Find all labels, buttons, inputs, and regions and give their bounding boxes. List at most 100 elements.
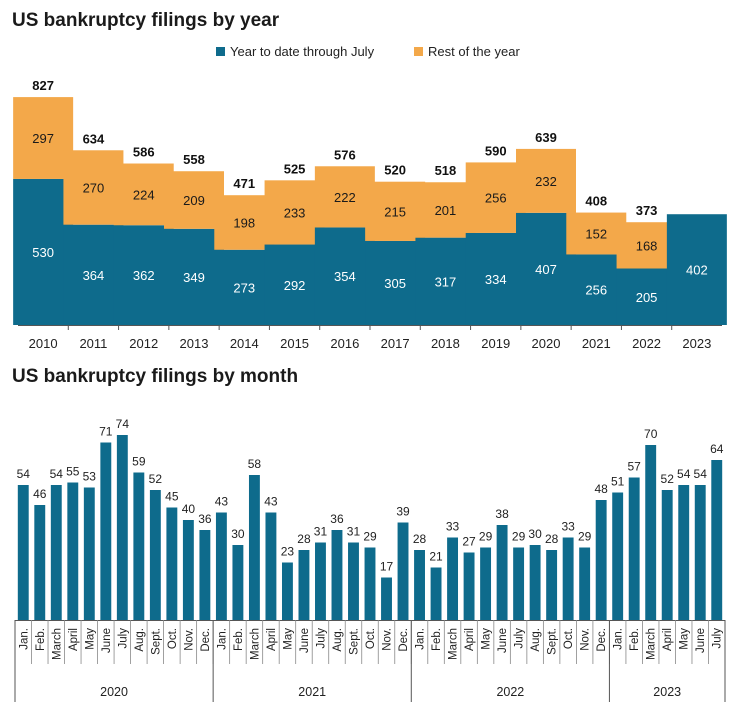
label-rest-2021: 152	[585, 227, 607, 242]
month-tick-2020-Aug.: Aug.	[134, 628, 146, 652]
bar-rest-2017	[365, 181, 426, 241]
month-tick-2021-Aug.: Aug.	[332, 628, 344, 652]
legend-swatch-ytd	[216, 47, 225, 56]
value-2022-Aug.: 30	[528, 527, 542, 541]
year-tick-2020: 2020	[532, 336, 561, 351]
value-2020-Oct.: 45	[165, 490, 179, 504]
month-tick-2020-Oct.: Oct.	[167, 628, 179, 649]
bar-ytd-2018	[415, 237, 476, 325]
label-rest-2015: 233	[284, 205, 306, 220]
value-2021-April: 43	[264, 495, 278, 509]
label-rest-2013: 209	[183, 193, 205, 208]
bar-2020-Sept.	[149, 490, 161, 620]
label-ytd-2011: 364	[83, 268, 105, 283]
bar-2023-July	[711, 460, 723, 620]
value-2023-March: 70	[644, 427, 658, 441]
value-2020-Feb.: 46	[33, 487, 47, 501]
month-tick-2022-Feb.: Feb.	[431, 628, 443, 651]
value-2021-Jan.: 43	[215, 495, 229, 509]
bar-rest-2010	[13, 97, 74, 179]
value-2023-June: 54	[694, 467, 708, 481]
bar-2022-June	[496, 525, 508, 620]
month-tick-2023-Feb.: Feb.	[629, 628, 641, 651]
label-ytd-2021: 256	[585, 283, 607, 298]
bar-ytd-2019	[465, 232, 526, 325]
label-rest-2019: 256	[485, 191, 507, 206]
month-tick-2023-Jan.: Jan.	[613, 628, 625, 650]
yearly-bars: 5302978272010364270634201136222458620123…	[13, 78, 727, 351]
bar-2021-Feb.	[232, 545, 244, 620]
month-tick-2022-June: June	[497, 628, 509, 653]
label-ytd-2014: 273	[233, 280, 255, 295]
bar-2021-April	[265, 512, 277, 620]
bar-rest-2021	[566, 212, 627, 255]
bar-2020-June	[100, 442, 112, 620]
value-2021-July: 31	[314, 525, 328, 539]
bar-rest-2022	[616, 222, 677, 269]
year-tick-2010: 2010	[29, 336, 58, 351]
value-2022-Dec.: 48	[594, 482, 608, 496]
label-rest-2014: 198	[233, 215, 255, 230]
bar-ytd-2017	[365, 240, 426, 325]
value-2020-July: 74	[116, 417, 130, 431]
month-tick-2021-April: April	[266, 628, 278, 651]
year-tick-2016: 2016	[330, 336, 359, 351]
bar-2021-Oct.	[364, 547, 376, 620]
bar-ytd-2012	[113, 225, 174, 325]
value-2023-May: 54	[677, 467, 691, 481]
month-tick-2021-Feb.: Feb.	[233, 628, 245, 651]
month-tick-2021-Nov.: Nov.	[382, 628, 394, 651]
label-total-2014: 471	[233, 176, 255, 191]
label-total-2020: 639	[535, 130, 557, 145]
value-2020-June: 71	[99, 425, 113, 439]
bar-2022-July	[513, 547, 525, 620]
bar-2021-May	[281, 562, 293, 620]
month-tick-2020-March: March	[51, 628, 63, 660]
month-tick-2022-Aug.: Aug.	[530, 628, 542, 652]
bar-2020-March	[50, 485, 62, 620]
label-ytd-2020: 407	[535, 262, 557, 277]
bar-ytd-2010	[13, 178, 74, 325]
year-tick-2018: 2018	[431, 336, 460, 351]
bar-2020-Oct.	[166, 507, 178, 620]
label-ytd-2023: 402	[686, 263, 708, 278]
bar-ytd-2020	[516, 212, 576, 325]
bar-2020-May	[83, 487, 95, 620]
value-2022-Sept.: 28	[545, 532, 559, 546]
bar-2022-April	[463, 552, 475, 620]
value-2021-Nov.: 17	[380, 560, 394, 574]
chart2-title: US bankruptcy filings by month	[12, 366, 298, 387]
month-tick-2022-Oct.: Oct.	[563, 628, 575, 649]
bar-2022-Nov.	[579, 547, 591, 620]
bar-rest-2019	[465, 162, 526, 233]
label-ytd-2012: 362	[133, 268, 155, 283]
bar-2023-April	[661, 490, 673, 620]
month-tick-2022-Sept.: Sept.	[547, 628, 559, 655]
bar-ytd-2022	[616, 268, 677, 325]
label-total-2017: 520	[384, 163, 406, 178]
bar-2023-May	[678, 485, 690, 620]
month-tick-2021-Sept.: Sept.	[348, 628, 360, 655]
bar-2023-June	[694, 485, 706, 620]
label-total-2021: 408	[585, 194, 607, 209]
bar-2023-March	[645, 445, 657, 620]
year-tick-2011: 2011	[79, 336, 107, 351]
bar-rest-2016	[314, 166, 375, 228]
value-2023-April: 52	[661, 472, 675, 486]
month-tick-2020-June: June	[101, 628, 113, 653]
month-tick-2020-Dec.: Dec.	[200, 628, 212, 652]
value-2020-Nov.: 40	[182, 502, 196, 516]
bar-ytd-2014	[214, 249, 275, 325]
month-tick-2021-May: May	[282, 628, 294, 650]
label-rest-2020: 232	[535, 174, 557, 189]
bar-rest-2020	[516, 148, 576, 213]
value-2022-March: 33	[446, 520, 460, 534]
year-tick-2017: 2017	[381, 336, 410, 351]
legend: Year to date through July Rest of the ye…	[216, 44, 520, 59]
value-2020-April: 55	[66, 465, 80, 479]
bar-ytd-2013	[164, 228, 224, 325]
bar-ytd-2021	[566, 254, 627, 325]
label-rest-2017: 215	[384, 204, 406, 219]
label-rest-2012: 224	[133, 187, 155, 202]
